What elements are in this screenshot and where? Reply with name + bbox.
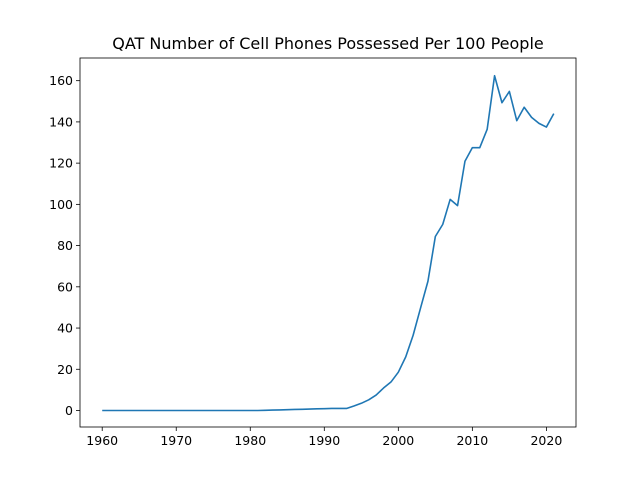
x-axis: 1960 1970 1980 1990 2000 2010 2020	[86, 427, 562, 448]
chart-title: QAT Number of Cell Phones Possessed Per …	[112, 34, 544, 53]
plot-frame	[79, 57, 577, 428]
x-tick-label: 2000	[382, 433, 414, 448]
y-tick-label: 0	[65, 403, 73, 418]
y-tick-label: 60	[57, 279, 73, 294]
x-tick-label: 2010	[456, 433, 488, 448]
series-line	[102, 74, 555, 412]
x-tick-label: 2020	[530, 433, 562, 448]
y-tick-label: 20	[57, 362, 73, 377]
x-tick-label: 1990	[308, 433, 340, 448]
y-tick-label: 40	[57, 321, 73, 336]
x-tick-label: 1980	[234, 433, 266, 448]
y-tick-label: 120	[49, 156, 73, 171]
y-tick-label: 140	[49, 114, 73, 129]
x-tick-label: 1970	[160, 433, 192, 448]
x-tick-label: 1960	[86, 433, 118, 448]
y-axis: 0 20 40 60 80 100 120 140 160	[49, 73, 80, 418]
y-tick-label: 80	[57, 238, 73, 253]
y-tick-label: 100	[49, 197, 73, 212]
plot-series-layer	[102, 74, 555, 412]
y-tick-label: 160	[49, 73, 73, 88]
